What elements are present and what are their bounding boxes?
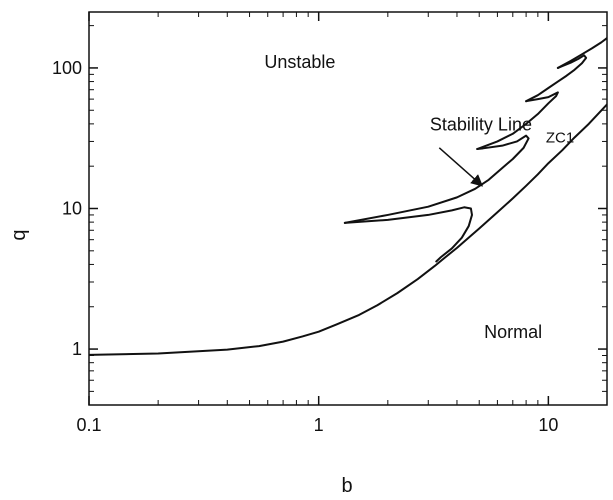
annotation-1: Stability Line — [430, 114, 532, 134]
series-line-1 — [343, 206, 473, 263]
x-tick-label-0: 0.1 — [76, 415, 101, 435]
series-line-2 — [343, 134, 530, 224]
stability-line-arrow — [438, 147, 484, 187]
plot-frame — [88, 11, 608, 406]
series-line-0 — [89, 103, 607, 356]
x-tick-label-1: 1 — [314, 415, 324, 435]
annotation-3: Normal — [484, 322, 542, 342]
x-axis-label: b — [341, 475, 352, 497]
series-line-3 — [476, 91, 559, 151]
annotation-0: Unstable — [264, 52, 335, 72]
x-tick-label-2: 10 — [538, 415, 558, 435]
series-line-4 — [525, 54, 588, 103]
annotation-2: ZC1 — [546, 129, 574, 146]
y-tick-label-1: 10 — [62, 199, 82, 219]
y-tick-label-0: 1 — [72, 339, 82, 359]
y-axis-label: q — [8, 229, 30, 240]
y-tick-label-2: 100 — [52, 58, 82, 78]
plot-layer: 0.1 1 10 1 10 100 Unstable Stability Line ZC1 Nor… — [52, 11, 608, 435]
series-line-5 — [556, 37, 607, 69]
